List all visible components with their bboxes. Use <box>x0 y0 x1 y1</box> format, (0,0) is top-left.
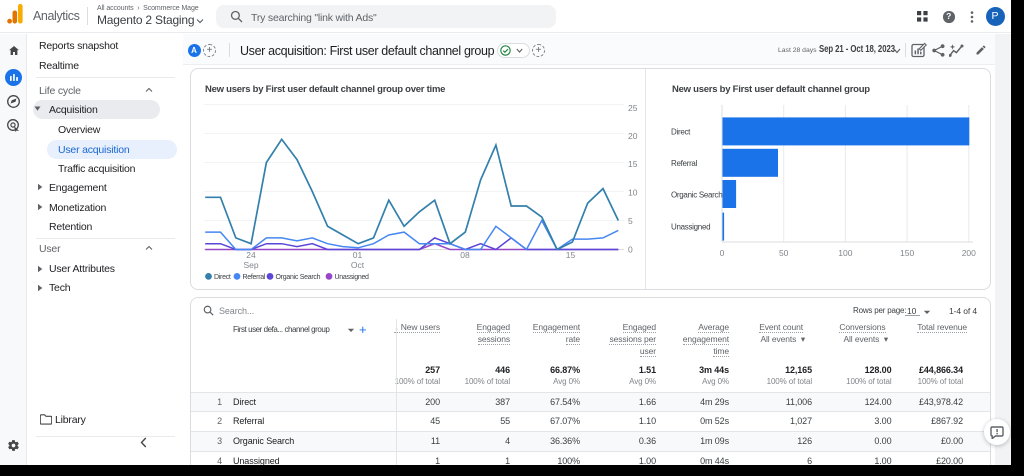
svg-text:20: 20 <box>628 131 638 141</box>
svg-text:5: 5 <box>628 216 633 226</box>
svg-text:25: 25 <box>628 103 638 113</box>
svg-text:01: 01 <box>353 250 363 260</box>
svg-text:0: 0 <box>628 245 633 255</box>
svg-text:15: 15 <box>566 250 576 260</box>
svg-text:Direct: Direct <box>671 127 691 136</box>
svg-text:Direct: Direct <box>214 274 231 281</box>
svg-text:Oct: Oct <box>351 260 365 270</box>
svg-text:Sep: Sep <box>243 260 258 270</box>
svg-text:15: 15 <box>628 159 638 169</box>
svg-text:Organic Search: Organic Search <box>276 274 321 281</box>
svg-text:150: 150 <box>900 248 914 258</box>
svg-text:Unassigned: Unassigned <box>335 274 370 281</box>
svg-text:Unassigned: Unassigned <box>671 222 710 231</box>
svg-text:10: 10 <box>628 188 638 198</box>
svg-text:Referral: Referral <box>243 274 266 281</box>
svg-text:0: 0 <box>720 248 725 258</box>
svg-text:Referral: Referral <box>671 159 698 168</box>
svg-text:08: 08 <box>460 250 470 260</box>
svg-text:200: 200 <box>962 248 976 258</box>
svg-text:Organic Search: Organic Search <box>671 191 722 200</box>
svg-text:50: 50 <box>779 248 789 258</box>
svg-text:24: 24 <box>246 250 256 260</box>
svg-text:100: 100 <box>838 248 852 258</box>
